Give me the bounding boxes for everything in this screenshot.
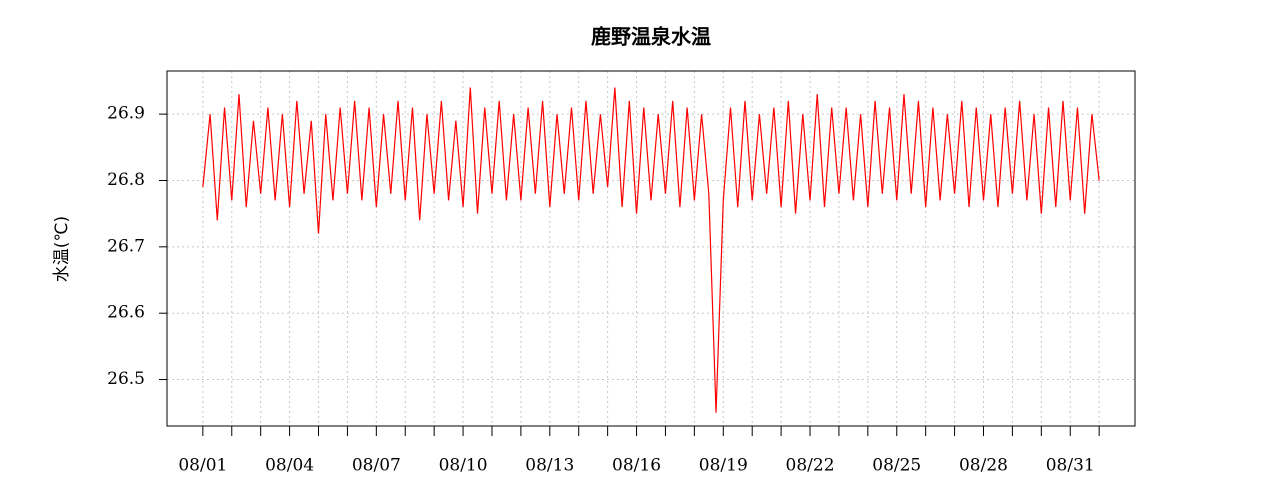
x-tick-label: 08/13 (525, 456, 574, 476)
x-tick-label: 08/04 (265, 456, 314, 476)
x-tick-label: 08/25 (872, 456, 921, 476)
x-tick-label: 08/07 (352, 456, 401, 476)
x-tick-label: 08/22 (786, 456, 835, 476)
x-tick-label: 08/19 (699, 456, 748, 476)
x-tick-label: 08/31 (1046, 456, 1095, 476)
x-tick-label: 08/16 (612, 456, 661, 476)
x-tick-label: 08/28 (959, 456, 1008, 476)
y-tick-label: 26.9 (107, 104, 145, 124)
y-tick-label: 26.5 (107, 369, 145, 389)
y-tick-label: 26.8 (107, 170, 145, 190)
chart-title: 鹿野温泉水温 (591, 25, 711, 49)
y-tick-label: 26.7 (107, 236, 145, 256)
x-tick-label: 08/01 (178, 456, 227, 476)
plot-frame (166, 70, 1136, 427)
x-tick-label: 08/10 (439, 456, 488, 476)
data-line (202, 87, 1100, 413)
y-axis-label: 水温(℃) (52, 216, 72, 282)
y-tick-label: 26.6 (107, 303, 145, 323)
